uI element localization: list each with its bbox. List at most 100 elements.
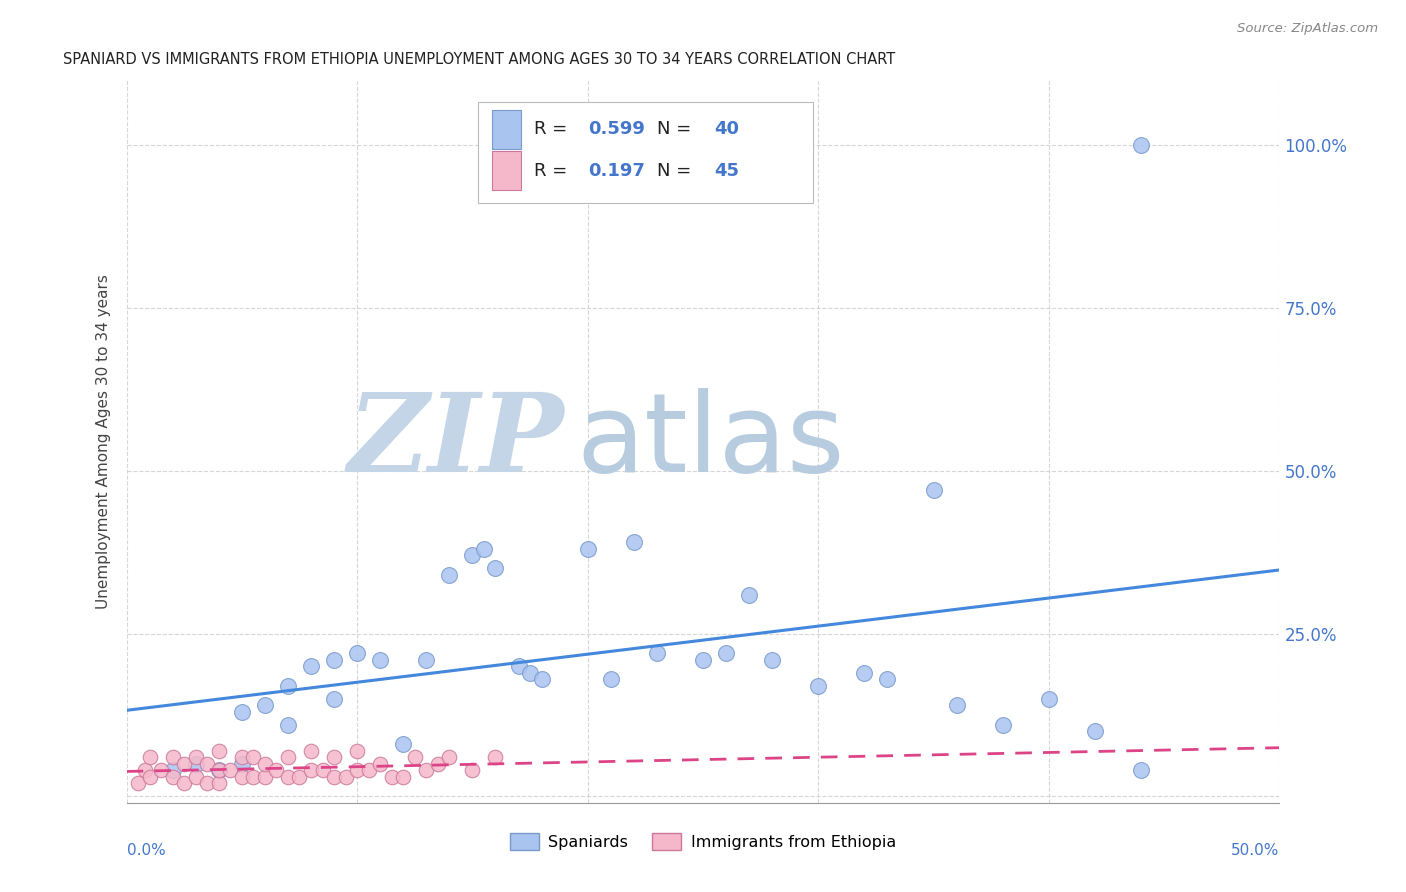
Point	[323, 652, 346, 666]
Point	[231, 756, 253, 771]
Point	[439, 750, 461, 764]
Point	[519, 665, 541, 680]
Point	[208, 764, 231, 778]
Point	[576, 541, 599, 556]
Point	[461, 764, 484, 778]
Text: SPANIARD VS IMMIGRANTS FROM ETHIOPIA UNEMPLOYMENT AMONG AGES 30 TO 34 YEARS CORR: SPANIARD VS IMMIGRANTS FROM ETHIOPIA UNE…	[63, 52, 896, 67]
Point	[253, 698, 276, 713]
Point	[231, 705, 253, 719]
Bar	[492, 110, 520, 149]
Point	[368, 652, 391, 666]
Point	[162, 750, 184, 764]
Point	[277, 717, 299, 731]
Text: N =: N =	[657, 161, 697, 179]
Point	[311, 764, 333, 778]
Text: ZIP: ZIP	[349, 388, 565, 495]
Point	[392, 737, 415, 751]
Point	[184, 750, 207, 764]
Point	[738, 587, 761, 601]
Point	[242, 750, 264, 764]
Point	[508, 659, 530, 673]
Point	[195, 756, 218, 771]
Point	[231, 750, 253, 764]
Point	[219, 764, 242, 778]
Text: atlas: atlas	[576, 388, 845, 495]
Point	[472, 541, 495, 556]
Point	[439, 568, 461, 582]
Point	[692, 652, 714, 666]
Point	[134, 764, 156, 778]
Point	[299, 744, 322, 758]
Point	[381, 770, 404, 784]
Point	[162, 764, 184, 778]
Point	[346, 744, 368, 758]
Point	[484, 561, 506, 575]
Point	[127, 776, 149, 790]
Point	[253, 756, 276, 771]
Point	[138, 770, 160, 784]
Point	[1038, 691, 1060, 706]
Point	[173, 776, 195, 790]
Point	[242, 770, 264, 784]
Text: 0.197: 0.197	[588, 161, 644, 179]
Text: 50.0%: 50.0%	[1232, 843, 1279, 857]
Point	[346, 764, 368, 778]
Point	[426, 756, 449, 771]
Point	[299, 659, 322, 673]
Point	[277, 679, 299, 693]
Point	[277, 750, 299, 764]
Text: R =: R =	[533, 120, 572, 138]
Point	[623, 535, 645, 549]
Point	[184, 756, 207, 771]
Point	[461, 549, 484, 563]
Text: N =: N =	[657, 120, 697, 138]
Point	[1084, 724, 1107, 739]
Text: 40: 40	[714, 120, 740, 138]
Point	[253, 770, 276, 784]
Point	[415, 652, 437, 666]
Point	[150, 764, 173, 778]
Point	[807, 679, 830, 693]
Point	[853, 665, 876, 680]
Point	[415, 764, 437, 778]
Point	[714, 646, 737, 660]
Point	[323, 691, 346, 706]
Point	[484, 750, 506, 764]
Point	[173, 756, 195, 771]
Point	[392, 770, 415, 784]
Point	[208, 764, 231, 778]
Text: 45: 45	[714, 161, 740, 179]
Text: 0.0%: 0.0%	[127, 843, 166, 857]
Point	[346, 646, 368, 660]
Point	[945, 698, 967, 713]
Text: 0.599: 0.599	[588, 120, 644, 138]
Point	[231, 770, 253, 784]
Point	[991, 717, 1014, 731]
Point	[162, 770, 184, 784]
Point	[208, 744, 231, 758]
FancyBboxPatch shape	[478, 102, 813, 203]
Point	[530, 672, 553, 686]
Point	[208, 776, 231, 790]
Point	[645, 646, 668, 660]
Point	[1130, 138, 1153, 153]
Point	[288, 770, 311, 784]
Point	[335, 770, 357, 784]
Point	[323, 770, 346, 784]
Point	[299, 764, 322, 778]
Point	[599, 672, 621, 686]
Point	[184, 770, 207, 784]
Point	[138, 750, 160, 764]
Point	[323, 750, 346, 764]
Point	[277, 770, 299, 784]
Point	[761, 652, 783, 666]
Point	[368, 756, 391, 771]
Bar	[492, 151, 520, 191]
Text: R =: R =	[533, 161, 572, 179]
Point	[1130, 764, 1153, 778]
Point	[195, 776, 218, 790]
Legend: Spaniards, Immigrants from Ethiopia: Spaniards, Immigrants from Ethiopia	[503, 827, 903, 856]
Point	[404, 750, 426, 764]
Point	[357, 764, 380, 778]
Point	[876, 672, 898, 686]
